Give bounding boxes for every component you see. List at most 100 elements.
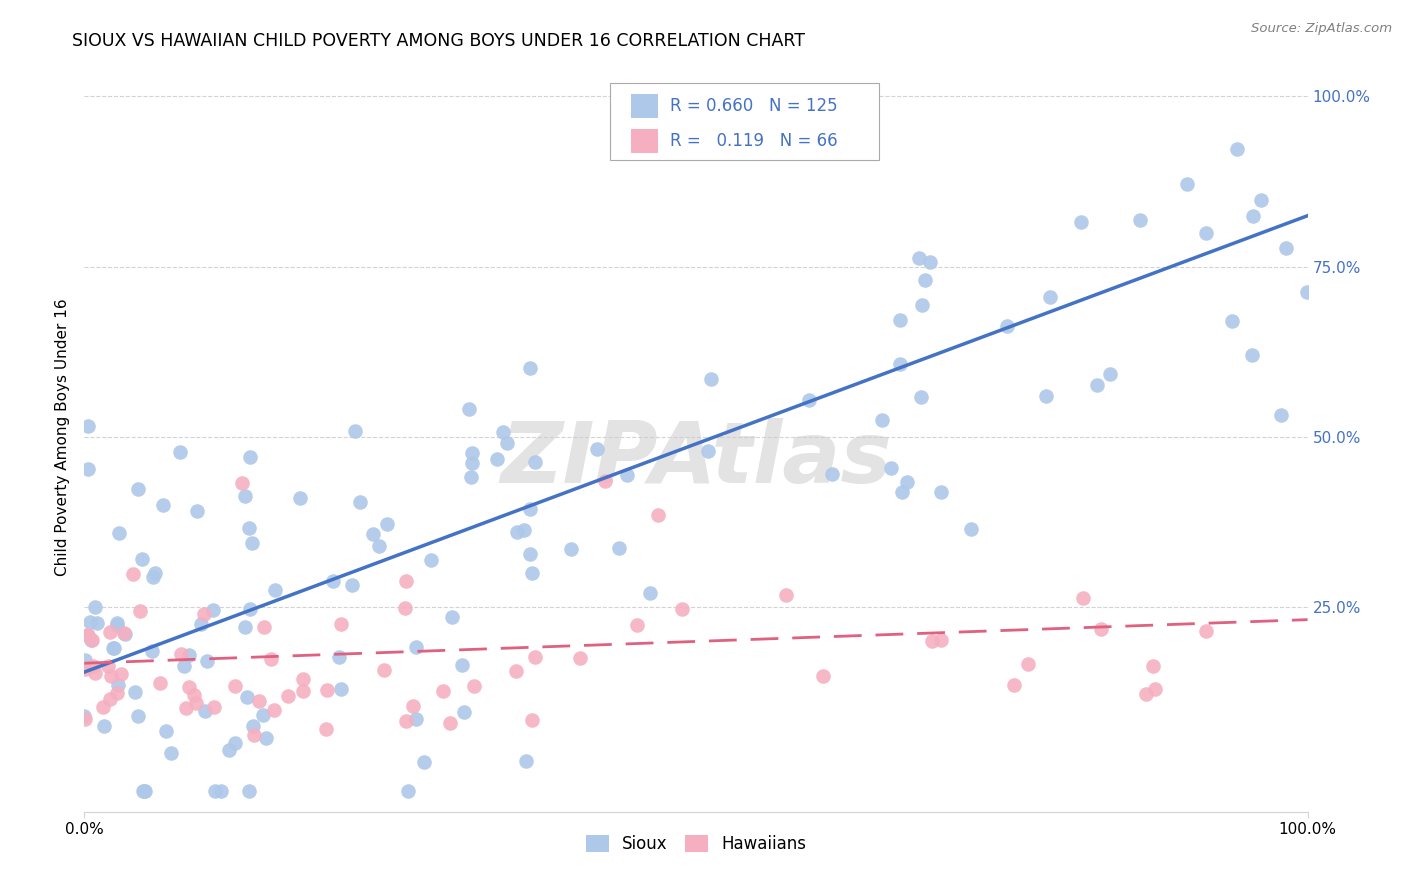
Point <box>247 694 270 708</box>
Point <box>105 617 128 632</box>
Point <box>190 617 212 632</box>
Point <box>238 784 260 798</box>
Point <box>1195 624 1218 638</box>
Point <box>373 663 395 677</box>
Point <box>485 452 508 467</box>
Point <box>394 601 416 615</box>
Point <box>420 553 443 567</box>
Point <box>1175 178 1198 192</box>
Point <box>995 319 1018 334</box>
FancyBboxPatch shape <box>610 84 880 160</box>
Point <box>224 679 246 693</box>
Point <box>647 508 669 523</box>
Point <box>77 461 100 475</box>
Y-axis label: Child Poverty Among Boys Under 16: Child Poverty Among Boys Under 16 <box>55 298 70 576</box>
Point <box>194 704 217 718</box>
Point <box>1142 658 1164 673</box>
Point <box>103 641 125 656</box>
Point <box>131 552 153 566</box>
Text: Source: ZipAtlas.com: Source: ZipAtlas.com <box>1251 22 1392 36</box>
Point <box>1274 241 1296 255</box>
Point <box>889 313 911 327</box>
Point <box>169 648 191 662</box>
Point <box>440 610 463 624</box>
Point <box>202 700 225 714</box>
Point <box>110 666 132 681</box>
Point <box>463 679 485 693</box>
Point <box>204 784 226 798</box>
Point <box>242 719 264 733</box>
Point <box>413 755 436 769</box>
Point <box>263 702 285 716</box>
Point <box>515 755 537 769</box>
Point <box>84 666 107 681</box>
Point <box>231 476 253 491</box>
Point <box>460 469 482 483</box>
Point <box>458 402 481 417</box>
Point <box>233 620 256 634</box>
Point <box>218 742 240 756</box>
Point <box>960 522 983 536</box>
Point <box>141 644 163 658</box>
Point <box>460 446 482 460</box>
Point <box>1241 209 1264 223</box>
Point <box>891 484 914 499</box>
Point <box>73 709 96 723</box>
Point <box>122 567 145 582</box>
Point <box>914 273 936 287</box>
Point <box>114 627 136 641</box>
Point <box>616 467 638 482</box>
Point <box>799 393 821 408</box>
Point <box>461 456 484 470</box>
Point <box>91 699 114 714</box>
Point <box>593 474 616 488</box>
Point <box>105 686 128 700</box>
Point <box>112 626 135 640</box>
Point <box>76 419 98 434</box>
Point <box>520 713 543 727</box>
Point <box>696 444 718 458</box>
Point <box>79 615 101 629</box>
Point <box>82 658 104 673</box>
Point <box>1039 290 1062 304</box>
Point <box>560 541 582 556</box>
Point <box>134 784 156 798</box>
Point <box>195 654 218 668</box>
Point <box>252 708 274 723</box>
Point <box>700 372 723 386</box>
Point <box>236 690 259 704</box>
Point <box>921 634 943 648</box>
Point <box>395 714 418 728</box>
Point <box>889 357 911 371</box>
Point <box>375 516 398 531</box>
Bar <box>631 129 658 153</box>
Point <box>626 618 648 632</box>
Point <box>292 683 315 698</box>
Point <box>1270 409 1292 423</box>
Point <box>1002 678 1025 692</box>
Point <box>1250 194 1272 208</box>
Point <box>128 604 150 618</box>
Point <box>451 658 474 673</box>
Point <box>342 578 364 592</box>
Point <box>811 668 834 682</box>
Point <box>349 495 371 509</box>
Bar <box>631 95 658 119</box>
Point <box>361 526 384 541</box>
Point <box>77 628 100 642</box>
Point <box>432 683 454 698</box>
Point <box>143 566 166 581</box>
Point <box>880 461 903 475</box>
Point <box>107 526 129 541</box>
Point <box>344 425 367 439</box>
Point <box>523 650 546 665</box>
Point <box>1143 681 1166 696</box>
Point <box>316 683 339 698</box>
Point <box>929 633 952 648</box>
Point <box>505 664 527 678</box>
Point <box>73 662 96 676</box>
Point <box>260 652 283 666</box>
Point <box>288 491 311 506</box>
Point <box>524 455 547 469</box>
Point <box>242 727 264 741</box>
